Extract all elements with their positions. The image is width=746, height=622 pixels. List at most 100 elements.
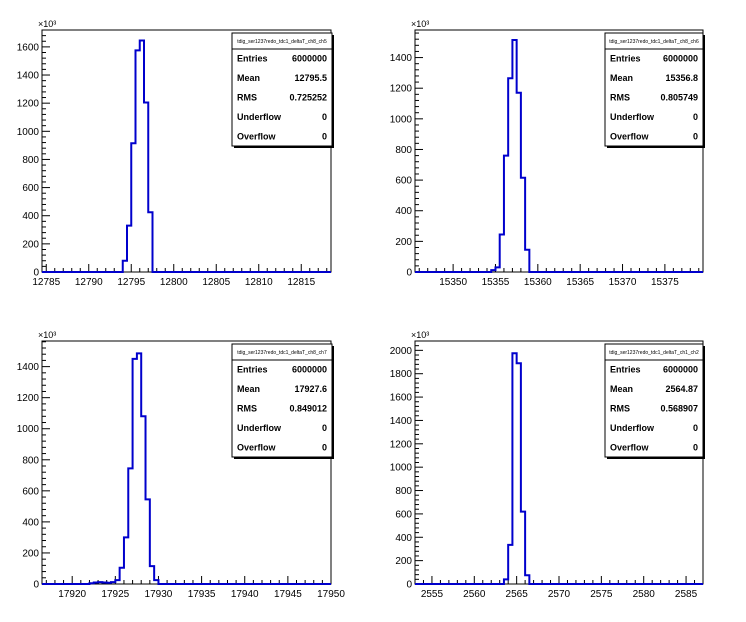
y-axis-multiplier: ×10³ xyxy=(411,330,429,340)
x-tick-label: 17925 xyxy=(101,589,129,600)
y-tick-label: 600 xyxy=(22,486,39,497)
stats-box-frame xyxy=(231,32,333,147)
y-tick-label: 600 xyxy=(395,509,412,520)
x-tick-label: 15360 xyxy=(524,277,552,288)
x-tick-label: 2585 xyxy=(675,589,698,600)
y-axis-multiplier: ×10³ xyxy=(411,19,429,29)
y-tick-label: 400 xyxy=(22,517,39,528)
x-tick-label: 12790 xyxy=(75,277,103,288)
y-tick-label: 200 xyxy=(395,237,412,248)
stats-value: 17927.6 xyxy=(294,384,327,394)
histogram-series-line xyxy=(415,38,703,273)
y-tick-label: 0 xyxy=(33,580,39,591)
stats-value: 15356.8 xyxy=(665,73,698,83)
histogram-panel-4: 0 200 400 600 800 1000 1200 1400 1600 1800 2000 255… xyxy=(390,330,705,600)
y-tick-label: 1800 xyxy=(390,369,413,380)
stats-label: Mean xyxy=(237,384,260,394)
y-tick-label: 2000 xyxy=(390,346,413,357)
stats-title: tdig_ser1237redo_tdc1_deltaT_ch8_ch7 xyxy=(237,350,327,356)
stats-box-frame xyxy=(604,32,704,147)
x-tick-label: 12815 xyxy=(287,277,315,288)
x-tick-label: 17950 xyxy=(317,589,345,600)
stats-value: 0 xyxy=(693,442,698,452)
stats-value: 0 xyxy=(693,131,698,141)
y-tick-label: 0 xyxy=(406,580,412,591)
stats-label: Overflow xyxy=(237,131,277,141)
x-tick-label: 2580 xyxy=(633,589,656,600)
histogram-series-line xyxy=(42,39,331,273)
y-tick-label: 1000 xyxy=(390,463,413,474)
histogram-series-line xyxy=(415,352,703,585)
y-tick-label: 1600 xyxy=(390,393,413,404)
y-axis-multiplier: ×10³ xyxy=(38,19,56,29)
stats-title: tdig_ser1237redo_tdc1_deltaT_ch8_ch6 xyxy=(609,39,699,45)
x-tick-label: 12800 xyxy=(160,277,188,288)
stats-value: 0.725252 xyxy=(289,93,327,103)
stats-value: 0.849012 xyxy=(289,404,327,414)
stats-label: Entries xyxy=(610,365,641,375)
x-tick-label: 15355 xyxy=(482,277,510,288)
y-tick-label: 200 xyxy=(22,239,39,250)
y-tick-label: 1200 xyxy=(390,84,413,95)
stats-title: tdig_ser1237redo_tdc1_deltaT_ch1_ch2 xyxy=(609,350,699,356)
stats-box-frame xyxy=(231,343,333,458)
stats-label: Underflow xyxy=(237,112,282,122)
x-tick-label: 15370 xyxy=(609,277,637,288)
x-tick-label: 12805 xyxy=(202,277,230,288)
x-tick-label: 17935 xyxy=(188,589,216,600)
stats-label: Underflow xyxy=(237,423,282,433)
histogram-panel-3: 0 200 400 600 800 1000 1200 1400 17920 17925 17930… xyxy=(17,330,346,600)
stats-box-frame xyxy=(604,343,704,458)
stats-value: 0 xyxy=(693,112,698,122)
stats-label: Underflow xyxy=(610,423,655,433)
x-tick-label: 17920 xyxy=(58,589,86,600)
y-tick-label: 1400 xyxy=(17,71,40,82)
stats-value: 6000000 xyxy=(292,54,327,64)
stats-label: RMS xyxy=(237,93,257,103)
stats-label: Overflow xyxy=(610,442,650,452)
stats-value: 0 xyxy=(322,112,327,122)
stats-title: tdig_ser1237redo_tdc1_deltaT_ch8_ch5 xyxy=(237,39,327,45)
y-tick-label: 1200 xyxy=(17,99,40,110)
stats-value: 0 xyxy=(322,131,327,141)
x-tick-label: 15375 xyxy=(651,277,679,288)
stats-box: tdig_ser1237redo_tdc1_deltaT_ch8_ch6 Entr… xyxy=(604,32,705,148)
y-tick-label: 600 xyxy=(22,183,39,194)
y-tick-label: 1400 xyxy=(17,362,40,373)
stats-box: tdig_ser1237redo_tdc1_deltaT_ch8_ch5 Entr… xyxy=(231,32,334,148)
x-tick-label: 2565 xyxy=(506,589,529,600)
stats-label: Entries xyxy=(237,365,268,375)
stats-value: 0 xyxy=(693,423,698,433)
y-tick-label: 800 xyxy=(395,486,412,497)
y-tick-label: 1200 xyxy=(390,439,413,450)
stats-label: Overflow xyxy=(610,131,650,141)
x-tick-label: 2555 xyxy=(421,589,444,600)
y-tick-label: 400 xyxy=(395,206,412,217)
x-tick-label: 17930 xyxy=(145,589,173,600)
y-tick-label: 600 xyxy=(395,176,412,187)
y-tick-label: 1400 xyxy=(390,416,413,427)
y-axis-multiplier: ×10³ xyxy=(38,330,56,340)
stats-value: 0.568907 xyxy=(660,404,698,414)
x-tick-label: 2570 xyxy=(548,589,571,600)
y-tick-label: 800 xyxy=(22,155,39,166)
x-tick-label: 2575 xyxy=(590,589,613,600)
stats-label: Mean xyxy=(610,73,633,83)
x-tick-label: 12795 xyxy=(117,277,145,288)
stats-value: 2564.87 xyxy=(665,384,698,394)
stats-label: Mean xyxy=(237,73,260,83)
y-tick-label: 1000 xyxy=(17,127,40,138)
y-tick-label: 0 xyxy=(406,268,412,279)
y-tick-label: 800 xyxy=(22,455,39,466)
y-tick-label: 1000 xyxy=(390,114,413,125)
stats-label: RMS xyxy=(237,404,257,414)
histogram-panel-1: 0 200 400 600 800 1000 1200 1400 1600 12785 12790 1… xyxy=(17,19,334,288)
x-tick-label: 2560 xyxy=(463,589,486,600)
x-tick-label: 15365 xyxy=(566,277,594,288)
stats-value: 0 xyxy=(322,442,327,452)
x-tick-label: 17945 xyxy=(274,589,302,600)
histogram-panel-2: 0 200 400 600 800 1000 1200 1400 15350 15355 15360… xyxy=(390,19,705,288)
stats-value: 6000000 xyxy=(663,365,698,375)
y-tick-label: 200 xyxy=(22,548,39,559)
